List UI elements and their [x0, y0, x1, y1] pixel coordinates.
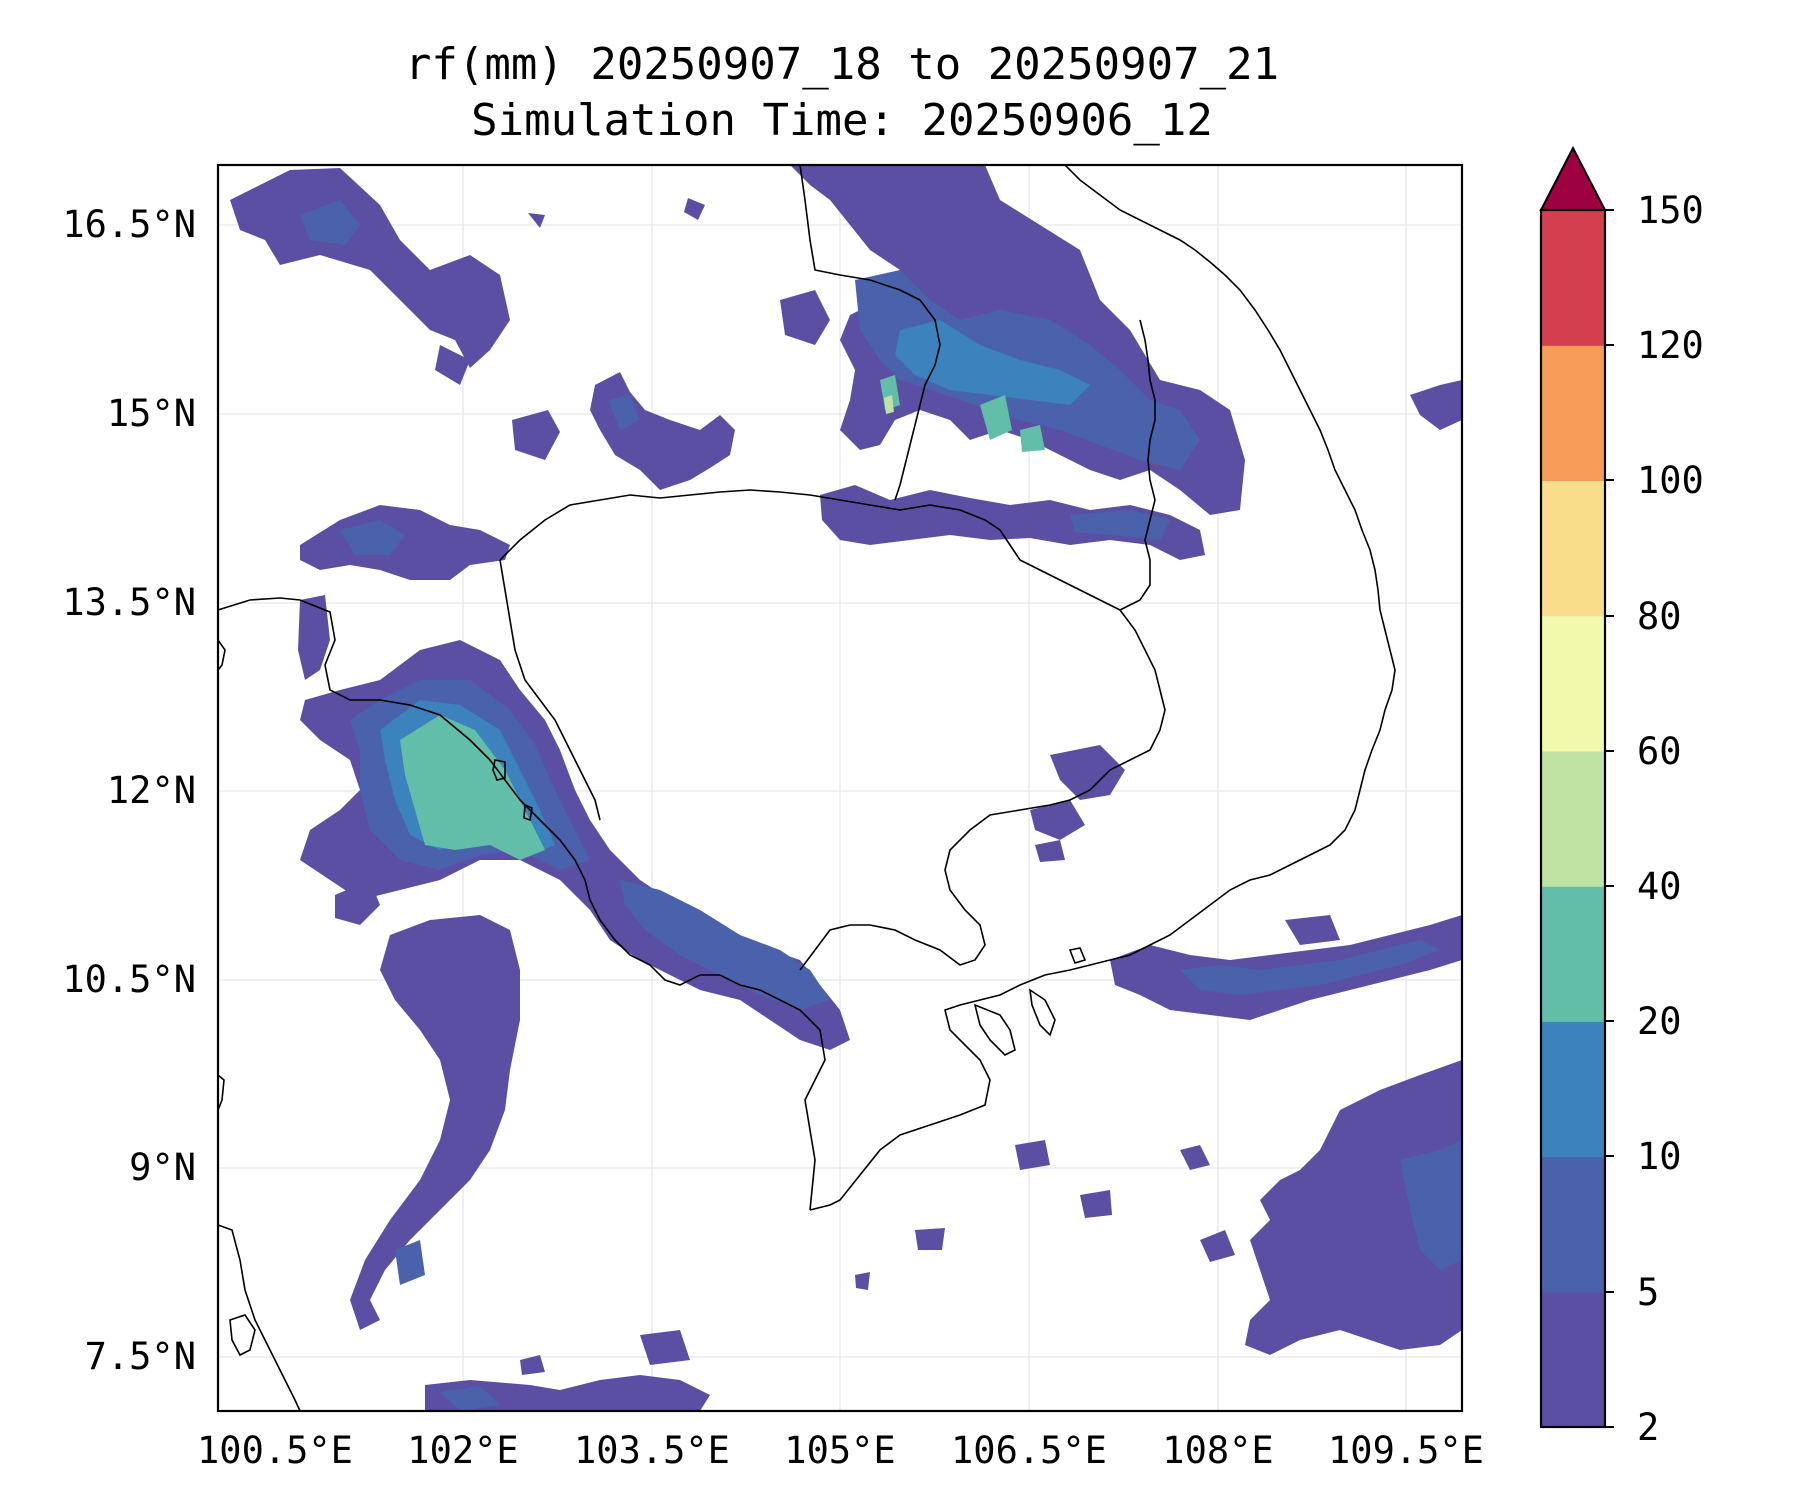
colorbar-swatch: [1541, 615, 1605, 752]
colorbar-label: 120: [1637, 324, 1704, 367]
colorbar-label: 80: [1637, 595, 1682, 638]
rain-region: [300, 200, 360, 245]
rain-region: [608, 395, 640, 430]
rain-region: [1285, 915, 1340, 945]
rain-region: [980, 395, 1012, 440]
lon-label: 103.5°E: [574, 1429, 730, 1472]
title-line-1: rf(mm) 20250907_18 to 20250907_21: [405, 39, 1279, 90]
rain-region: [350, 915, 520, 1330]
map-panel: 16.5°N 15°N 13.5°N 12°N 10.5°N 9°N 7.5°N…: [62, 163, 1484, 1472]
lon-label: 108°E: [1162, 1429, 1273, 1472]
colorbar-swatch: [1541, 210, 1605, 346]
colorbar-label: 2: [1637, 1406, 1659, 1449]
rain-region: [1015, 1140, 1050, 1170]
lat-label: 7.5°N: [85, 1335, 196, 1378]
lat-label: 12°N: [107, 769, 196, 812]
rainfall-field: [230, 165, 1462, 1411]
rain-region: [1180, 940, 1440, 995]
latitude-labels: 16.5°N 15°N 13.5°N 12°N 10.5°N 9°N 7.5°N: [62, 203, 196, 1378]
colorbar-swatch: [1541, 1291, 1605, 1428]
colorbar: 150 120 100 80 60 40 20 10 5 2: [1539, 145, 1704, 1449]
colorbar-extend-triangle: [1539, 145, 1607, 211]
rain-region: [1030, 800, 1085, 840]
lon-label: 109.5°E: [1328, 1429, 1484, 1472]
colorbar-swatch: [1541, 750, 1605, 887]
rain-region: [230, 168, 510, 368]
lat-label: 9°N: [129, 1146, 196, 1189]
rain-region: [1070, 510, 1170, 540]
colorbar-labels: 150 120 100 80 60 40 20 10 5 2: [1637, 189, 1704, 1449]
rain-region: [335, 880, 380, 925]
colorbar-swatch: [1541, 1021, 1605, 1158]
rain-region: [1020, 425, 1045, 452]
rain-region: [1180, 1145, 1210, 1170]
colorbar-label: 150: [1637, 189, 1704, 232]
colorbar-swatch: [1541, 345, 1605, 482]
rain-region: [915, 1228, 945, 1250]
colorbar-swatch: [1541, 1156, 1605, 1293]
colorbar-label: 10: [1637, 1135, 1682, 1178]
rain-region: [1035, 840, 1065, 862]
lat-label: 10.5°N: [62, 958, 196, 1001]
rain-region: [620, 880, 830, 1010]
title-line-2: Simulation Time: 20250906_12: [471, 95, 1213, 146]
lat-label: 13.5°N: [62, 581, 196, 624]
rain-region: [884, 395, 894, 414]
colorbar-label: 100: [1637, 459, 1704, 502]
rain-region: [820, 485, 1205, 560]
rain-region: [895, 320, 1090, 405]
lat-label: 15°N: [107, 392, 196, 435]
lon-label: 105°E: [784, 1429, 895, 1472]
rain-region: [340, 520, 405, 555]
colorbar-label: 5: [1637, 1271, 1659, 1314]
lon-label: 106.5°E: [951, 1429, 1107, 1472]
longitude-labels: 100.5°E 102°E 103.5°E 105°E 106.5°E 108°…: [197, 1429, 1484, 1472]
map-frame: [216, 163, 1464, 1413]
colorbar-ticks: [1605, 209, 1614, 1428]
rain-region: [1245, 1060, 1462, 1355]
rain-region: [684, 198, 705, 220]
lon-label: 100.5°E: [197, 1429, 353, 1472]
rain-region: [435, 345, 470, 385]
rain-region: [395, 1240, 425, 1285]
coastlines: [218, 165, 1396, 1411]
rain-region: [520, 1355, 545, 1375]
rain-region: [400, 715, 545, 860]
lon-label: 102°E: [407, 1429, 518, 1472]
colorbar-label: 20: [1637, 1000, 1682, 1043]
colorbar-frame: [1539, 208, 1607, 1429]
colorbar-swatch: [1541, 886, 1605, 1022]
rain-region: [780, 290, 830, 345]
rain-region: [528, 213, 545, 228]
rain-region: [855, 1272, 870, 1290]
rain-region: [1050, 745, 1125, 800]
lat-label: 16.5°N: [62, 203, 196, 246]
rain-region: [512, 410, 560, 460]
colorbar-swatches: [1541, 210, 1605, 1428]
rain-region: [300, 505, 510, 580]
rain-region: [1410, 380, 1462, 430]
rain-region: [640, 1330, 690, 1365]
colorbar-label: 60: [1637, 730, 1682, 773]
rain-region: [1400, 1140, 1462, 1270]
colorbar-swatch: [1541, 480, 1605, 617]
rain-region: [1200, 1230, 1235, 1262]
rain-region: [298, 595, 330, 680]
colorbar-label: 40: [1637, 865, 1682, 908]
rain-region: [1080, 1190, 1112, 1218]
rain-region: [440, 1386, 500, 1411]
